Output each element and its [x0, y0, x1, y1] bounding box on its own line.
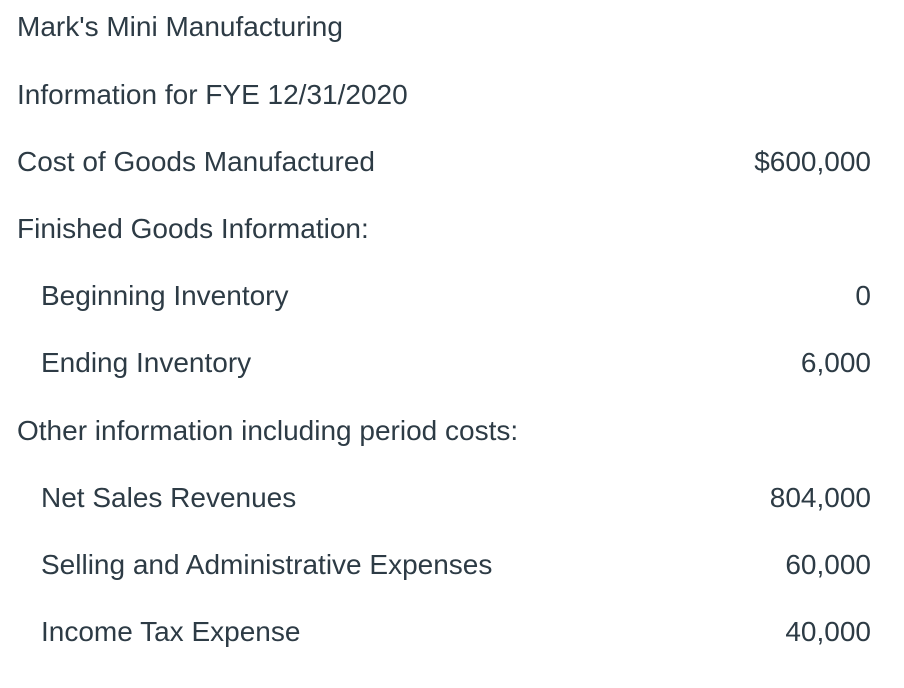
row-value-selling-admin: 60,000 — [785, 549, 871, 580]
table-row: Selling and Administrative Expenses 60,0… — [0, 545, 904, 585]
table-row: Cost of Goods Manufactured $600,000 — [0, 142, 904, 182]
row-value-income-tax: 40,000 — [785, 616, 871, 647]
section-header-finished-goods: Finished Goods Information: — [0, 209, 904, 249]
section-label-other-information: Other information including period costs… — [17, 415, 519, 446]
row-label-income-tax: Income Tax Expense — [41, 616, 301, 647]
row-value-net-sales: 804,000 — [769, 482, 871, 513]
row-label-beginning-inventory: Beginning Inventory — [41, 280, 289, 311]
table-row: Ending Inventory 6,000 — [0, 343, 904, 383]
table-row: Beginning Inventory 0 — [0, 276, 904, 316]
row-value-ending-inventory: 6,000 — [800, 347, 871, 378]
row-label-net-sales: Net Sales Revenues — [41, 482, 297, 513]
section-label-finished-goods: Finished Goods Information: — [17, 213, 369, 244]
row-label-cogm: Cost of Goods Manufactured — [17, 146, 375, 177]
table-row: Net Sales Revenues 804,000 — [0, 478, 904, 518]
fiscal-year-row: Information for FYE 12/31/2020 — [0, 75, 904, 115]
row-value-beginning-inventory: 0 — [855, 280, 871, 311]
section-header-other-information: Other information including period costs… — [0, 411, 904, 451]
fiscal-year-heading: Information for FYE 12/31/2020 — [17, 79, 408, 110]
row-label-ending-inventory: Ending Inventory — [41, 347, 252, 378]
company-name: Mark's Mini Manufacturing — [17, 11, 343, 42]
row-label-selling-admin: Selling and Administrative Expenses — [41, 549, 493, 580]
row-value-cogm: $600,000 — [754, 146, 871, 177]
table-row: Income Tax Expense 40,000 — [0, 612, 904, 652]
company-name-row: Mark's Mini Manufacturing — [0, 7, 904, 47]
